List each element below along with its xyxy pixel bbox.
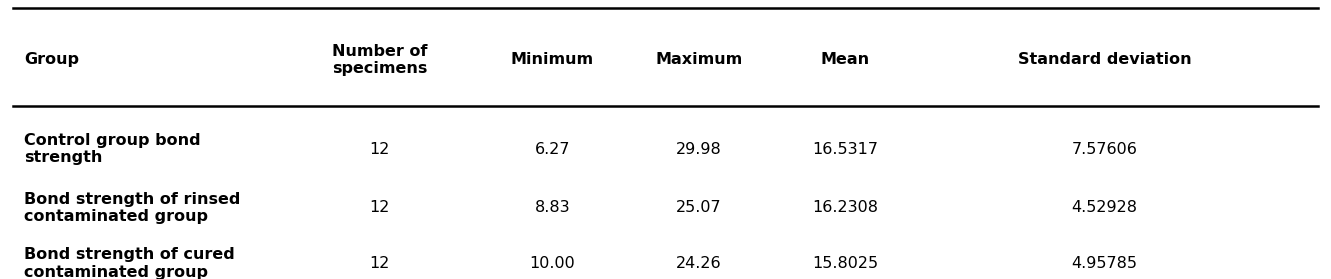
Text: 25.07: 25.07 [676,200,721,215]
Text: 8.83: 8.83 [535,200,570,215]
Text: 12: 12 [369,256,390,271]
Text: 4.52928: 4.52928 [1071,200,1138,215]
Text: 6.27: 6.27 [535,142,570,157]
Text: Bond strength of rinsed
contaminated group: Bond strength of rinsed contaminated gro… [24,192,241,224]
Text: 24.26: 24.26 [676,256,721,271]
Text: Number of
specimens: Number of specimens [331,44,427,76]
Text: 12: 12 [369,142,390,157]
Text: Mean: Mean [821,52,869,68]
Text: 7.57606: 7.57606 [1071,142,1138,157]
Text: 12: 12 [369,200,390,215]
Text: Maximum: Maximum [655,52,743,68]
Text: 16.2308: 16.2308 [812,200,878,215]
Text: 4.95785: 4.95785 [1071,256,1138,271]
Text: Control group bond
strength: Control group bond strength [24,133,201,165]
Text: Group: Group [24,52,79,68]
Text: Standard deviation: Standard deviation [1018,52,1191,68]
Text: 10.00: 10.00 [530,256,575,271]
Text: 29.98: 29.98 [676,142,721,157]
Text: 15.8025: 15.8025 [812,256,878,271]
Text: 16.5317: 16.5317 [812,142,878,157]
Text: Minimum: Minimum [511,52,594,68]
Text: Bond strength of cured
contaminated group: Bond strength of cured contaminated grou… [24,247,234,279]
